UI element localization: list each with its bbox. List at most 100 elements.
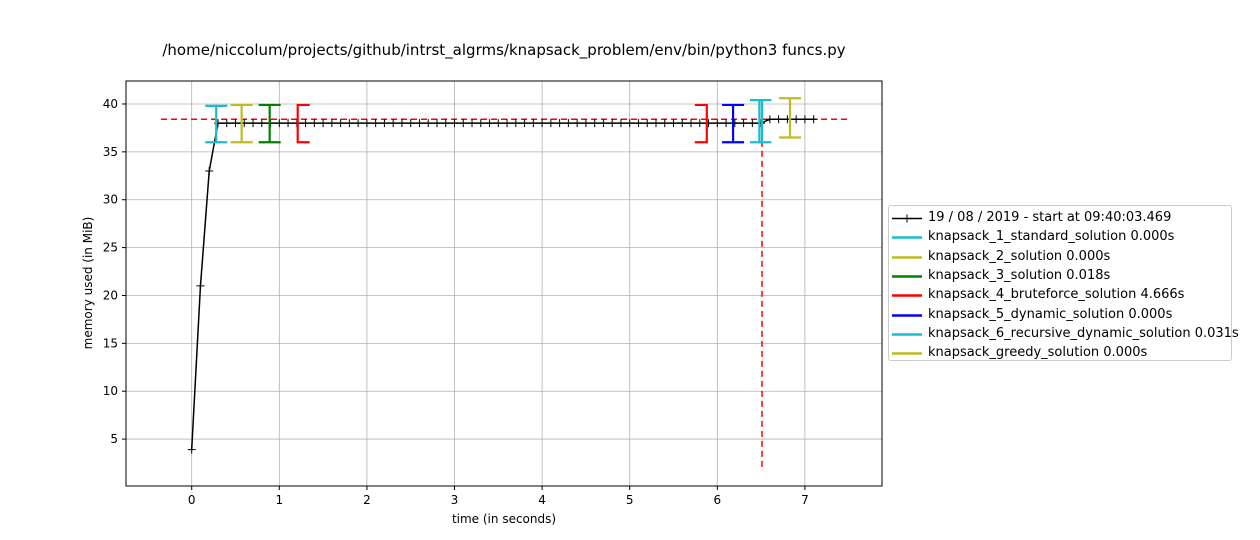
legend-label: knapsack_1_standard_solution 0.000s (928, 229, 1175, 245)
legend-item: knapsack_3_solution 0.018s (889, 267, 1231, 286)
function-marker (205, 104, 228, 144)
x-tick-label: 7 (801, 493, 809, 507)
legend-label: knapsack_3_solution 0.018s (928, 267, 1111, 283)
function-marker (779, 97, 802, 139)
grid-lines (126, 81, 882, 486)
data-point (695, 119, 704, 128)
legend-item: knapsack_1_standard_solution 0.000s (889, 228, 1231, 247)
data-point (397, 119, 406, 128)
axis-ticks: 0 1 2 3 4 5 6 7 5 10 15 20 25 30 35 40 (103, 97, 809, 507)
legend-swatch (892, 236, 922, 240)
y-tick-label: 20 (103, 288, 118, 302)
data-point (555, 119, 564, 128)
data-point (616, 119, 625, 128)
function-end-bracket (749, 99, 764, 144)
legend-item: knapsack_2_solution 0.000s (889, 248, 1231, 267)
data-point (669, 119, 678, 128)
x-tick-label: 4 (538, 493, 546, 507)
legend-label: 19 / 08 / 2019 - start at 09:40:03.469 (928, 210, 1172, 225)
legend-swatch (892, 275, 922, 278)
data-point (336, 119, 345, 128)
data-point (459, 119, 468, 128)
data-point (362, 119, 371, 128)
data-point (424, 119, 433, 128)
data-point (310, 119, 319, 128)
x-tick-label: 1 (275, 493, 283, 507)
legend-swatch (892, 333, 922, 336)
data-point (643, 119, 652, 128)
legend-swatch (892, 294, 922, 297)
data-point (354, 119, 363, 128)
max-memory-reference-lines (161, 118, 849, 467)
y-tick-label: 35 (103, 145, 118, 159)
data-point (678, 119, 687, 128)
data-point (406, 119, 415, 128)
data-point (275, 119, 284, 128)
data-point (511, 119, 520, 128)
data-point (485, 119, 494, 128)
legend-label: knapsack_greedy_solution 0.000s (928, 345, 1148, 361)
x-tick-label: 0 (188, 493, 196, 507)
legend-marker (903, 214, 911, 223)
data-point (231, 119, 240, 128)
data-point (389, 119, 398, 128)
function-start-bracket (758, 99, 772, 144)
data-point (564, 119, 573, 128)
y-tick-label: 30 (103, 193, 118, 207)
data-point (722, 119, 731, 128)
data-point (634, 119, 643, 128)
data-point (687, 119, 696, 128)
data-point (450, 119, 459, 128)
y-tick-label: 40 (103, 97, 118, 111)
data-point (468, 119, 477, 128)
function-marker (230, 103, 253, 144)
x-tick-label: 3 (451, 493, 459, 507)
data-point (415, 119, 424, 128)
data-point (792, 115, 801, 124)
data-point (608, 119, 617, 128)
function-end-bracket (694, 103, 708, 144)
data-point (573, 119, 582, 128)
data-point (581, 119, 590, 128)
function-start-bracket (296, 103, 310, 144)
function-markers (205, 97, 802, 144)
data-point (546, 119, 555, 128)
data-point (432, 119, 441, 128)
series-line (190, 118, 814, 450)
data-point (205, 167, 214, 175)
data-point (301, 119, 310, 128)
legend-label: knapsack_5_dynamic_solution 0.000s (928, 306, 1173, 322)
function-marker (722, 103, 745, 144)
data-point (319, 119, 328, 128)
data-point (187, 445, 196, 454)
data-point (800, 115, 809, 124)
data-point (774, 115, 783, 124)
y-tick-label: 10 (103, 384, 118, 398)
plot-frame (125, 80, 883, 487)
data-point (196, 281, 205, 290)
data-point (651, 119, 660, 128)
legend-swatch (892, 352, 922, 355)
legend-swatch (892, 214, 922, 223)
legend-item: knapsack_greedy_solution 0.000s (889, 344, 1231, 363)
data-point (380, 119, 389, 128)
legend-item: 19 / 08 / 2019 - start at 09:40:03.469 (889, 209, 1231, 228)
data-point (529, 119, 538, 128)
data-point (441, 119, 450, 128)
x-tick-label: 5 (626, 493, 634, 507)
data-point (625, 119, 634, 128)
legend-swatch (892, 255, 922, 259)
legend-item: knapsack_6_recursive_dynamic_solution 0.… (889, 325, 1239, 344)
y-tick-label: 5 (110, 432, 118, 446)
y-axis-label: memory used (in MiB) (81, 217, 95, 350)
y-tick-label: 25 (103, 241, 118, 255)
y-tick-label: 15 (103, 336, 118, 350)
data-point (538, 119, 547, 128)
data-point (809, 115, 818, 124)
data-point (476, 119, 485, 128)
function-marker (258, 103, 281, 144)
legend-label: knapsack_2_solution 0.000s (928, 248, 1111, 264)
x-tick-label: 2 (363, 493, 371, 507)
data-point (590, 119, 599, 128)
